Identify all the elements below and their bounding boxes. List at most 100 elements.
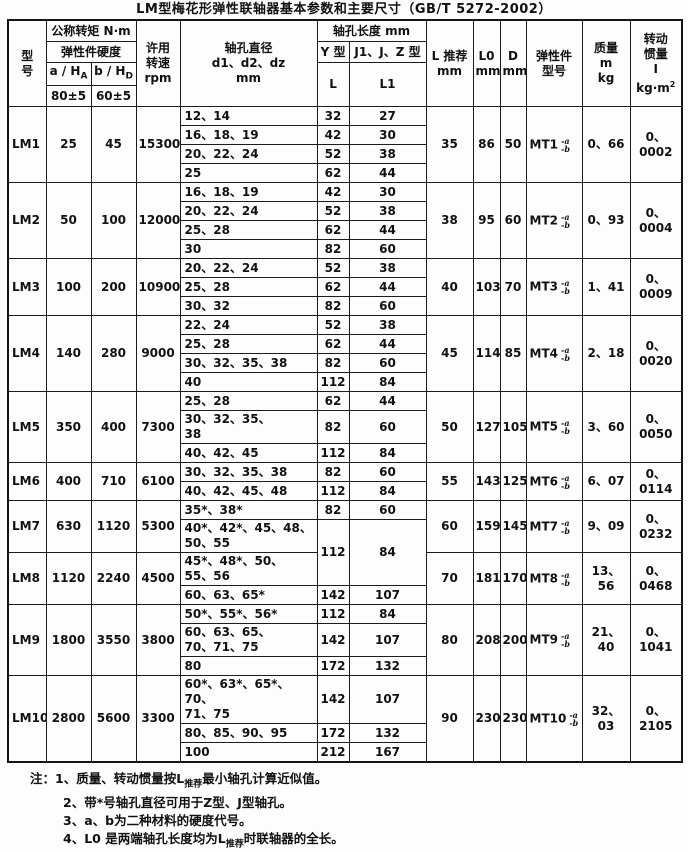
header-hardness-b: b / HD bbox=[90, 61, 137, 87]
d-cell: 230 bbox=[499, 675, 527, 763]
length-L-cell: 42 bbox=[316, 125, 350, 146]
d-cell: 125 bbox=[499, 462, 527, 502]
model-cell: LM7 bbox=[7, 500, 47, 554]
length-L1-cell: 84 bbox=[348, 604, 427, 625]
inertia-cell: 0、0232 bbox=[629, 500, 683, 554]
bore-diameter-cell: 45*、48*、50、 55、56 bbox=[179, 552, 318, 587]
torque-a-cell: 630 bbox=[45, 500, 92, 554]
suffix-bottom: -b bbox=[561, 577, 570, 588]
elastic-model-label: MT10 bbox=[529, 711, 567, 726]
l-recommended-cell: 70 bbox=[425, 552, 474, 606]
d-cell: 70 bbox=[499, 258, 527, 317]
header-mass: 质量 m kg bbox=[581, 19, 631, 108]
bore-diameter-cell: 25、28 bbox=[179, 334, 318, 355]
length-L1-cell: 44 bbox=[348, 220, 427, 241]
length-L-cell: 82 bbox=[316, 462, 350, 483]
header-length-L1: L1 bbox=[348, 61, 427, 108]
d-cell: 200 bbox=[499, 604, 527, 677]
inertia-label: 转动 惯量 I bbox=[643, 31, 668, 76]
model-cell: LM8 bbox=[7, 552, 47, 606]
header-hardness-a: a / HA bbox=[45, 61, 92, 87]
elastic-model-label: MT3 bbox=[529, 279, 558, 294]
elastic-model-cell: MT1 -a -b bbox=[525, 106, 583, 184]
length-L1-cell: 107 bbox=[348, 585, 427, 606]
torque-b-cell: 5600 bbox=[90, 675, 137, 763]
length-L1-cell: 38 bbox=[348, 201, 427, 222]
length-L-cell: 112 bbox=[316, 604, 350, 625]
table-row: 80、85、90、95 172 132 bbox=[8, 723, 682, 744]
length-L1-cell: 132 bbox=[348, 723, 427, 744]
model-cell: LM5 bbox=[7, 391, 47, 464]
length-L1-cell: 38 bbox=[348, 315, 427, 336]
header-speed: 许用 转速 rpm bbox=[135, 19, 181, 108]
l-recommended-cell: 90 bbox=[425, 675, 474, 763]
length-L-cell: 212 bbox=[316, 742, 350, 763]
bore-diameter-cell: 30、32 bbox=[179, 296, 318, 317]
length-L1-cell: 60 bbox=[348, 462, 427, 483]
header-hardness-b-tolerance: 60±5 bbox=[90, 85, 137, 108]
inertia-cell: 0、1041 bbox=[629, 604, 683, 677]
table-row: LM5 350 400 7300 25、28 62 44 50 127 105 MT5 -a -b 3、6… bbox=[7, 391, 683, 464]
inertia-cell: 0、2105 bbox=[629, 675, 683, 763]
length-L-cell: 112 bbox=[316, 443, 350, 464]
table-row: 25、28 62 44 bbox=[8, 277, 682, 298]
l0-cell: 143 bbox=[472, 462, 501, 502]
length-L1-cell: 84 bbox=[348, 443, 427, 464]
note-line-1: 注：1、质量、转动惯量按L推荐最小轴孔计算近似值。 bbox=[30, 771, 328, 790]
bore-diameter-cell: 20、22、24 bbox=[179, 258, 318, 279]
torque-a-cell: 1800 bbox=[45, 604, 92, 677]
suffix-top: -a bbox=[569, 709, 578, 720]
model-cell: LM1 bbox=[7, 106, 47, 184]
length-L-cell: 82 bbox=[316, 239, 350, 260]
suffix-bottom: -b bbox=[561, 219, 570, 230]
mass-cell: 21、40 bbox=[581, 604, 631, 677]
length-L-cell: 62 bbox=[316, 334, 350, 355]
inertia-cell: 0、0002 bbox=[629, 106, 683, 184]
l0-cell: 95 bbox=[472, 182, 501, 260]
elastic-model-cell: MT10 -a -b bbox=[525, 675, 583, 763]
header-elastic-model: 弹性件 型号 bbox=[525, 19, 583, 108]
bore-diameter-cell: 35*、38* bbox=[179, 500, 318, 521]
l0-cell: 230 bbox=[472, 675, 501, 763]
table-row: 80 172 132 bbox=[8, 656, 682, 677]
table-row: 30、32、35、38 82 60 bbox=[8, 353, 682, 374]
elastic-model-suffix: -a -b bbox=[561, 213, 570, 229]
header-jz-type: J1、J、Z 型 bbox=[348, 41, 427, 63]
bore-diameter-cell: 22、24 bbox=[179, 315, 318, 336]
length-L1-cell: 44 bbox=[348, 163, 427, 184]
elastic-model-label: MT4 bbox=[529, 346, 558, 361]
suffix-bottom: -b bbox=[561, 639, 570, 650]
table-row: LM3 100 200 10900 20、22、24 52 38 40 103 70 MT3 -a -b… bbox=[7, 258, 683, 317]
bore-diameter-cell: 20、22、24 bbox=[179, 144, 318, 165]
mass-cell: 13、56 bbox=[581, 552, 631, 606]
table-row: LM6 400 710 6100 30、32、35、38 82 60 55 143 125 MT6-… bbox=[7, 462, 683, 502]
speed-cell: 12000 bbox=[135, 182, 181, 260]
length-L-cell: 62 bbox=[316, 220, 350, 241]
bore-diameter-cell: 20、22、24 bbox=[179, 201, 318, 222]
length-L1-cell: 38 bbox=[348, 258, 427, 279]
suffix-top: -a bbox=[561, 569, 570, 580]
elastic-model-label: MT7 bbox=[529, 519, 558, 534]
suffix-top: -a bbox=[561, 472, 570, 483]
speed-cell: 4500 bbox=[135, 552, 181, 606]
length-L-cell: 42 bbox=[316, 182, 350, 203]
mass-cell: 6、07 bbox=[581, 462, 631, 502]
header-l0: L0 mm bbox=[472, 19, 501, 108]
l-recommended-cell: 80 bbox=[425, 604, 474, 677]
elastic-model-cell: MT8 -a -b bbox=[525, 552, 583, 606]
notes: 注：1、质量、转动惯量按L推荐最小轴孔计算近似值。 2、带*号轴孔直径可用于Z型… bbox=[30, 770, 688, 852]
header-inertia: 转动 惯量 I kg·m2 bbox=[629, 19, 683, 108]
torque-a-cell: 140 bbox=[45, 315, 92, 393]
bore-diameter-cell: 80 bbox=[179, 656, 318, 677]
table-row: 20、22、24 52 38 bbox=[8, 201, 682, 222]
d-cell: 85 bbox=[499, 315, 527, 393]
length-L1-cell: 60 bbox=[348, 239, 427, 260]
l-recommended-cell: 35 bbox=[425, 106, 474, 184]
suffix-bottom: -b bbox=[561, 143, 570, 154]
l-recommended-cell: 50 bbox=[425, 391, 474, 464]
elastic-model-cell: MT7 -a -b bbox=[525, 500, 583, 554]
length-L-cell: 82 bbox=[316, 500, 350, 521]
table-row: 30 82 60 bbox=[8, 239, 682, 260]
elastic-model-suffix: -a -b bbox=[561, 474, 570, 490]
note-line-4: 4、L0 是两端轴孔长度均为L推荐时联轴器的全长。 bbox=[63, 830, 344, 850]
